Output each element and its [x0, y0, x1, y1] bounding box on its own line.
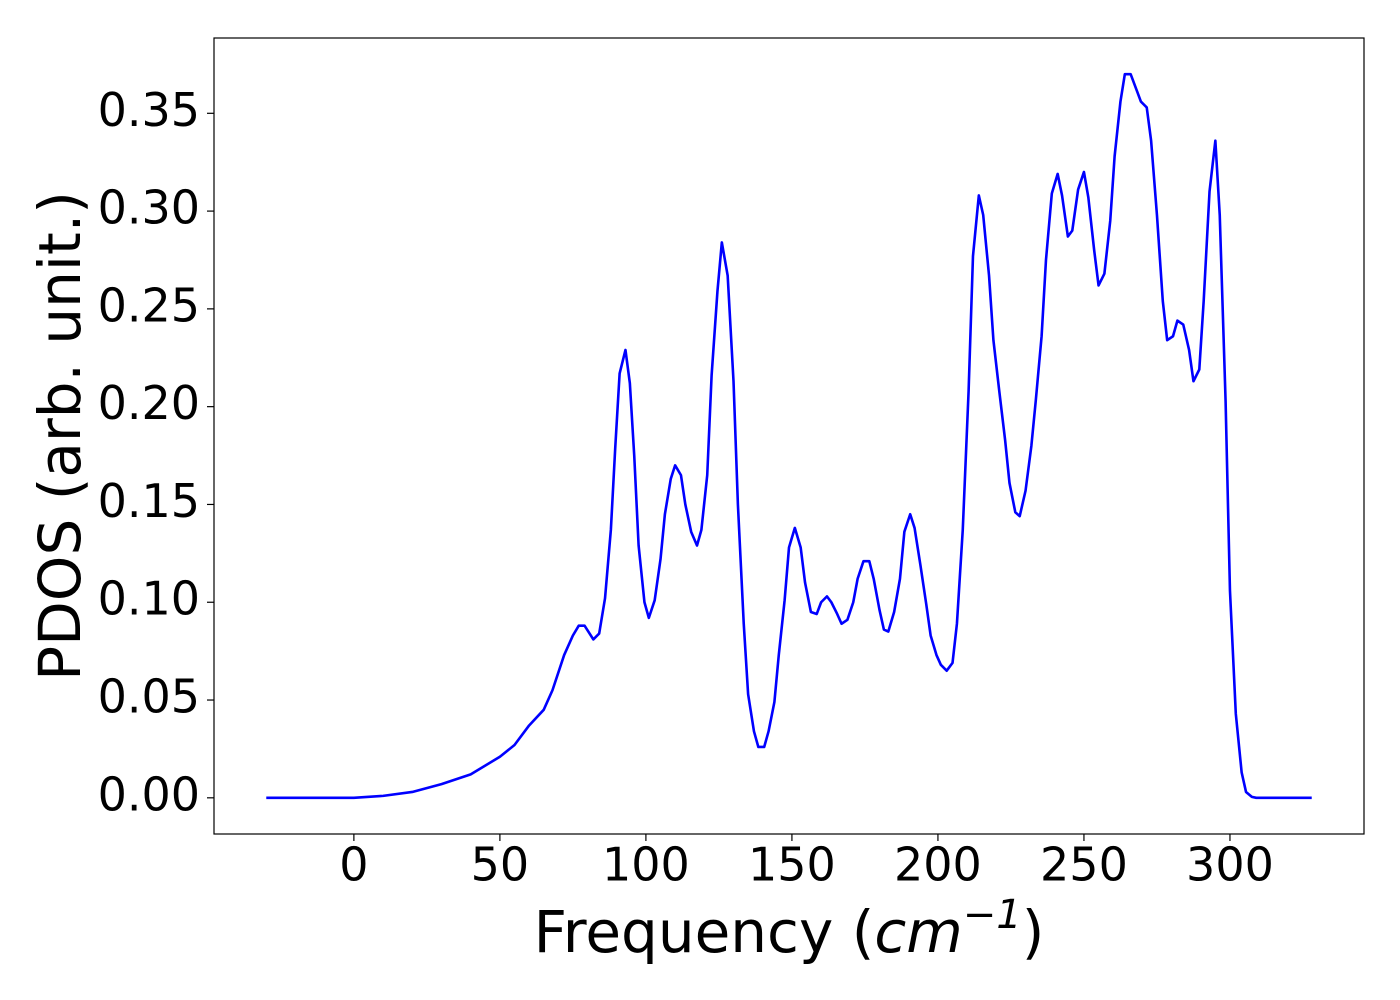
x-label-text: ) — [1022, 898, 1045, 966]
y-tick-label: 0.35 — [98, 83, 200, 137]
y-tick-label: 0.20 — [98, 376, 200, 430]
x-tick-label: 200 — [894, 838, 982, 892]
x-tick-label: 100 — [602, 838, 690, 892]
x-tick-label: 300 — [1186, 838, 1274, 892]
x-tick-label: 0 — [339, 838, 368, 892]
y-tick-label: 0.00 — [98, 767, 200, 821]
x-label-text: Frequency ( — [534, 898, 875, 966]
x-label-exponent: −1 — [963, 892, 1022, 938]
x-tick-label: 250 — [1040, 838, 1128, 892]
y-tick-label: 0.15 — [98, 474, 200, 528]
plot-frame — [213, 37, 1365, 835]
y-tick-label: 0.25 — [98, 278, 200, 332]
data-line — [266, 72, 1312, 800]
y-axis-label: PDOS (arb. unit.) — [26, 191, 94, 681]
y-tick-label: 0.10 — [98, 572, 200, 626]
x-tick-label: 150 — [748, 838, 836, 892]
y-tick-label: 0.05 — [98, 670, 200, 724]
x-label-unit: cm — [874, 898, 962, 966]
y-tick-label: 0.30 — [98, 181, 200, 235]
x-tick-label: 50 — [471, 838, 530, 892]
x-axis-label: Frequency (cm−1) — [534, 892, 1045, 966]
